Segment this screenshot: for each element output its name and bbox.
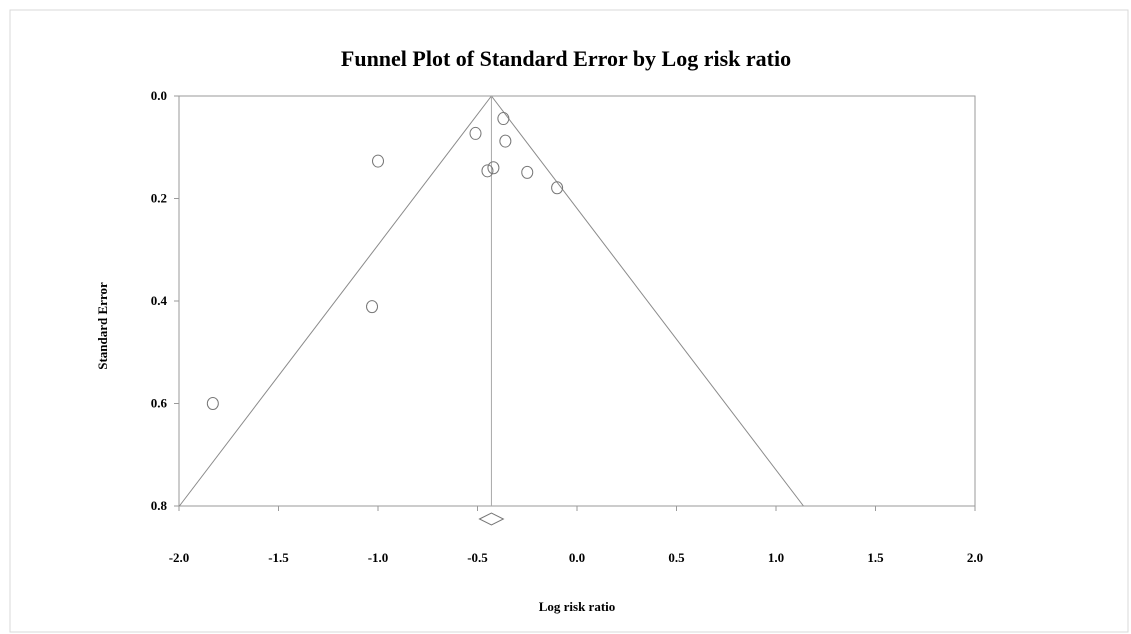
plot-area-frame <box>178 95 976 507</box>
study-point <box>206 397 219 410</box>
y-tick-label: 0.8 <box>151 498 168 513</box>
study-point <box>551 181 564 195</box>
y-tick-label: 0.0 <box>151 88 167 103</box>
x-tick-label: 1.5 <box>867 550 884 565</box>
study-point <box>372 154 384 168</box>
study-point <box>499 134 512 148</box>
x-tick-label: -1.0 <box>368 550 389 565</box>
study-point <box>521 165 534 179</box>
x-axis-label: Log risk ratio <box>539 599 616 614</box>
x-tick-label: 2.0 <box>967 550 983 565</box>
x-tick-label: 1.0 <box>768 550 784 565</box>
y-tick-label: 0.4 <box>151 293 168 308</box>
study-point <box>487 161 500 175</box>
ticks-layer: -2.0 -1.5 -1.0 -0.5 0.0 0.5 1.0 1.5 2.0 0.0 0.2 0.4… <box>151 88 983 565</box>
chart-title: Funnel Plot of Standard Error by Log ris… <box>341 46 791 71</box>
y-tick-label: 0.6 <box>151 396 168 411</box>
x-tick-label: 0.0 <box>569 550 585 565</box>
summary-diamond <box>478 512 505 526</box>
study-point <box>366 300 379 314</box>
funnel-layer <box>179 95 804 507</box>
x-tick-label: -0.5 <box>467 550 488 565</box>
chart-border <box>9 9 1129 633</box>
y-tick-label: 0.2 <box>151 191 167 206</box>
study-point <box>497 112 510 126</box>
study-point <box>481 164 494 178</box>
points-layer <box>206 112 564 526</box>
funnel-right-limit <box>491 95 804 507</box>
funnel-left-limit <box>179 95 492 507</box>
y-axis-label: Standard Error <box>95 282 110 370</box>
x-tick-label: -1.5 <box>268 550 289 565</box>
x-tick-label: -2.0 <box>169 550 190 565</box>
x-tick-label: 0.5 <box>668 550 685 565</box>
study-point <box>469 126 482 140</box>
